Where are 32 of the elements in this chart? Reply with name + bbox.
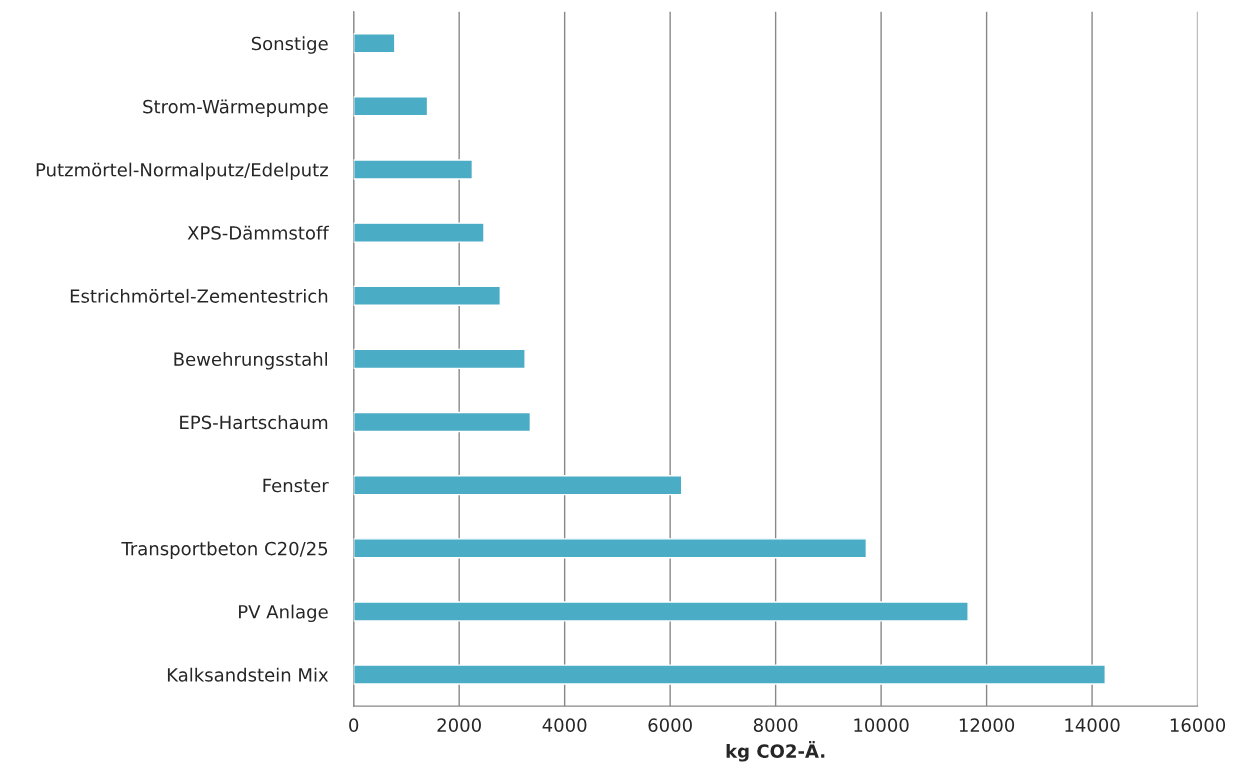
bar [353, 285, 502, 306]
x-tick-label: 8000 [753, 718, 798, 732]
y-tick-label: Putzmörtel-Normalputz/Edelputz [36, 162, 328, 181]
x-tick-label: 6000 [648, 718, 692, 732]
bar [353, 475, 683, 496]
bar [353, 411, 532, 433]
bar [353, 222, 485, 243]
y-tick-label: EPS-Hartschaum [180, 415, 328, 430]
bar [353, 538, 868, 559]
x-tick-label: 10000 [854, 718, 909, 732]
bar [353, 348, 526, 370]
y-tick-label: Sonstige [251, 36, 328, 54]
bar [353, 664, 1106, 685]
x-axis-title: kg CO2-Ä. [726, 741, 825, 762]
x-tick-label: 2000 [437, 718, 481, 732]
y-tick-label: XPS-Dämmstoff [187, 225, 330, 240]
y-tick-label: Kalksandstein Mix [167, 667, 329, 682]
bar [353, 33, 396, 54]
x-tick-label: 12000 [959, 718, 1015, 732]
x-tick-label: 0 [349, 718, 359, 732]
x-tick-label: 16000 [1170, 718, 1226, 732]
bar [353, 96, 429, 117]
bar [353, 159, 474, 180]
y-tick-label: Bewehrungsstahl [174, 352, 327, 370]
bar [353, 601, 969, 622]
y-tick-label: Strom-Wärmepumpe [143, 99, 328, 117]
x-tick-label: 14000 [1065, 718, 1120, 732]
y-tick-label: Transportbeton C20/25 [121, 541, 328, 559]
y-tick-label: Fenster [263, 478, 329, 493]
x-tick-label: 4000 [542, 718, 587, 732]
y-tick-label: Estrichmörtel-Zementestrich [70, 288, 328, 303]
y-tick-label: PV Anlage [239, 604, 328, 623]
